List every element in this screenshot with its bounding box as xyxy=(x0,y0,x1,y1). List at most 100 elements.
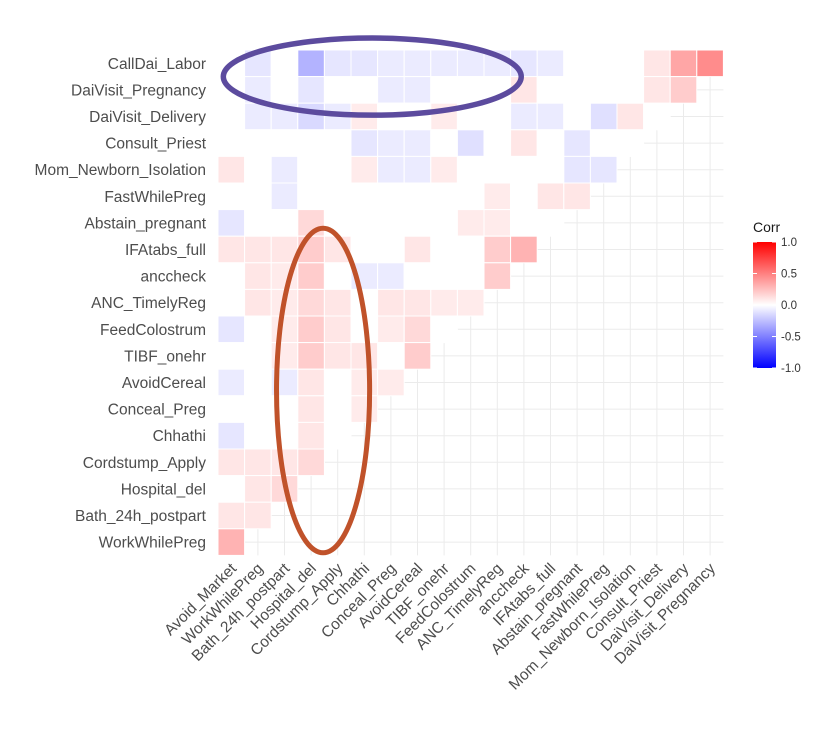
heatmap-cell xyxy=(350,155,379,184)
y-tick-label: Mom_Newborn_Isolation xyxy=(35,162,206,179)
heatmap-cell xyxy=(270,76,299,104)
heatmap-cell xyxy=(377,76,405,104)
heatmap-cell xyxy=(350,235,379,264)
heatmap-cell xyxy=(430,235,458,264)
heatmap-cell xyxy=(270,182,299,211)
heatmap-cell xyxy=(403,155,432,184)
heatmap-cell xyxy=(377,262,405,290)
heatmap-cell xyxy=(377,209,405,237)
heatmap-cell xyxy=(510,209,538,237)
heatmap-cell xyxy=(244,395,272,423)
heatmap-cell xyxy=(403,315,432,344)
heatmap-cell xyxy=(323,395,352,423)
heatmap-cell xyxy=(563,155,591,184)
y-axis-labels: CallDai_Labor DaiVisit_Pregnancy DaiVisit_… xyxy=(35,56,207,552)
heatmap-cell xyxy=(350,209,379,237)
heatmap-cell xyxy=(323,368,352,397)
heatmap-cell xyxy=(536,49,565,78)
heatmap-cell xyxy=(244,315,272,344)
heatmap-cell xyxy=(403,182,432,211)
heatmap-cell xyxy=(483,209,512,237)
legend-tick-label: 0.5 xyxy=(781,269,797,281)
heatmap-cell xyxy=(430,76,458,104)
heatmap-cell xyxy=(563,182,591,211)
heatmap-cell xyxy=(244,421,272,450)
heatmap-cell xyxy=(217,288,246,317)
heatmap-cell xyxy=(297,368,325,397)
heatmap-cell xyxy=(589,129,618,157)
heatmap-cell xyxy=(270,209,299,237)
y-tick-label: Consult_Priest xyxy=(105,136,206,153)
heatmap-cell xyxy=(217,102,246,131)
y-tick-label: Cordstump_Apply xyxy=(83,455,206,472)
heatmap-cell xyxy=(217,395,246,423)
legend-tick-label: -1.0 xyxy=(781,363,801,375)
legend-tick-label: 0.0 xyxy=(781,300,797,312)
heatmap-cell xyxy=(403,209,432,237)
heatmap-cell xyxy=(217,182,246,211)
heatmap-cell xyxy=(377,315,405,344)
heatmap-cell xyxy=(536,155,565,184)
heatmap-cell xyxy=(217,209,246,237)
highlight-annotations xyxy=(220,35,524,556)
heatmap-cell xyxy=(350,76,379,104)
heatmap-cell xyxy=(483,155,512,184)
y-tick-label: CallDai_Labor xyxy=(108,56,206,73)
legend-tick-label: 1.0 xyxy=(781,237,797,249)
y-tick-label: Hospital_del xyxy=(121,481,206,498)
heatmap-cell xyxy=(217,501,246,530)
y-tick-label: DaiVisit_Delivery xyxy=(89,109,206,126)
heatmap-cell xyxy=(403,235,432,264)
legend-title: Corr xyxy=(753,219,781,235)
heatmap-cell xyxy=(403,49,432,78)
heatmap-cell xyxy=(403,262,432,290)
heatmap-cell xyxy=(323,76,352,104)
heatmap-cell xyxy=(244,182,272,211)
heatmap-cell xyxy=(510,155,538,184)
heatmap-cell xyxy=(377,182,405,211)
heatmap-cell xyxy=(403,129,432,157)
y-tick-label: DaiVisit_Pregnancy xyxy=(71,82,206,99)
heatmap-cell xyxy=(297,395,325,423)
heatmap-cell xyxy=(323,155,352,184)
heatmap-cell xyxy=(456,262,485,290)
heatmap-cell xyxy=(297,102,325,131)
heatmap-cell xyxy=(270,315,299,344)
heatmap-cell xyxy=(244,102,272,131)
heatmap-cell xyxy=(430,182,458,211)
heatmap-cell xyxy=(616,129,645,157)
heatmap-cell xyxy=(297,448,325,477)
heatmap-cell xyxy=(350,182,379,211)
heatmap-cell xyxy=(589,102,618,131)
heatmap-cell xyxy=(589,155,618,184)
heatmap-cell xyxy=(536,182,565,211)
heatmap-cell xyxy=(456,182,485,211)
heatmap-cell xyxy=(403,76,432,104)
heatmap-cell xyxy=(244,501,272,530)
heatmap-cell xyxy=(217,155,246,184)
heatmap-cell xyxy=(430,209,458,237)
legend: Corr 1.0 0.5 0.0 -0.5 -1.0 xyxy=(753,219,801,375)
heatmap-cell xyxy=(616,49,645,78)
heatmap-cell xyxy=(456,129,485,157)
heatmap-cell xyxy=(456,155,485,184)
heatmap-cell xyxy=(403,288,432,317)
heatmap-cell xyxy=(270,155,299,184)
heatmap-cell xyxy=(483,235,512,264)
heatmap-cell xyxy=(377,49,405,78)
heatmap-cell xyxy=(643,102,671,131)
heatmap-cell xyxy=(350,395,379,423)
heatmap-cell xyxy=(430,262,458,290)
heatmap-cell xyxy=(323,182,352,211)
heatmap-cell xyxy=(297,288,325,317)
highlight-ellipse-orange xyxy=(274,225,373,556)
heatmap-cell xyxy=(483,262,512,290)
heatmap-cell xyxy=(669,76,698,104)
heatmap-cell xyxy=(589,49,618,78)
heatmap-cell xyxy=(217,528,246,556)
y-tick-label: IFAtabs_full xyxy=(125,242,206,259)
heatmap-cell xyxy=(323,315,352,344)
heatmap-cell xyxy=(563,49,591,78)
heatmap-cell xyxy=(563,102,591,131)
